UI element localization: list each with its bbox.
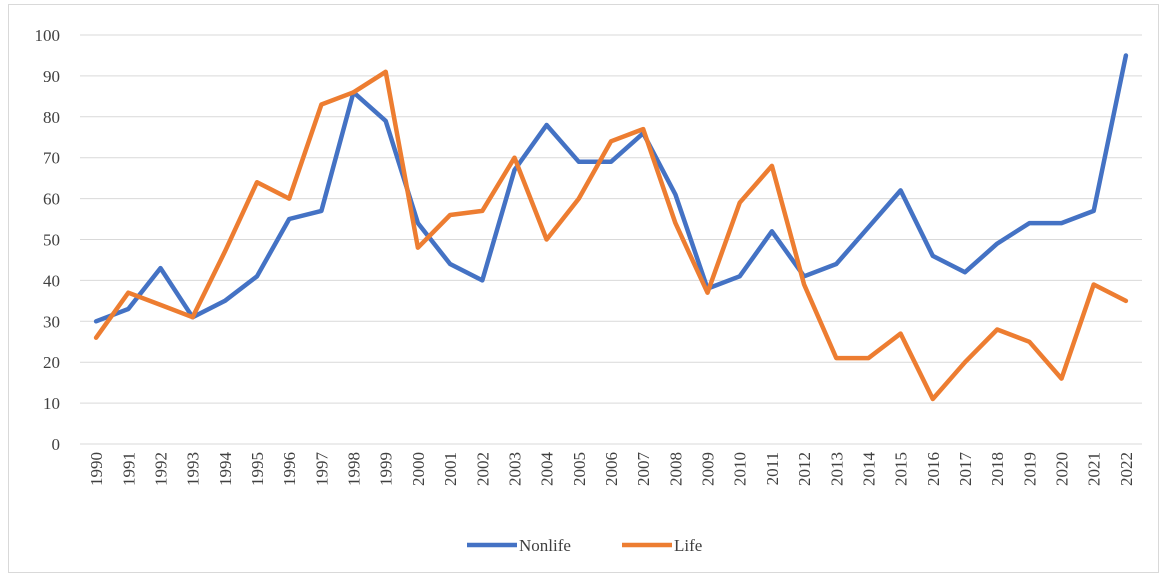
x-tick-label: 1999 [377,452,396,486]
y-tick-label: 20 [43,353,60,372]
x-tick-label: 2006 [602,452,621,486]
x-tick-label: 2015 [892,452,911,486]
y-tick-label: 0 [52,435,61,454]
x-tick-label: 2016 [924,452,943,486]
x-tick-label: 2000 [409,452,428,486]
chart-border [8,4,1159,573]
x-tick-label: 1992 [151,452,170,486]
y-tick-label: 50 [43,231,60,250]
x-tick-label: 1995 [248,452,267,486]
x-tick-label: 2004 [538,452,557,487]
x-tick-label: 2020 [1053,452,1072,486]
x-tick-label: 1998 [345,452,364,486]
x-tick-label: 2022 [1117,452,1136,486]
legend-label: Life [674,536,702,555]
x-tick-label: 1996 [280,452,299,486]
y-tick-label: 70 [43,149,60,168]
x-tick-label: 2005 [570,452,589,486]
y-tick-label: 40 [43,271,60,290]
y-tick-label: 80 [43,108,60,127]
x-tick-label: 2007 [634,452,653,487]
x-tick-label: 2013 [827,452,846,486]
x-tick-label: 2008 [666,452,685,486]
x-tick-label: 1993 [184,452,203,486]
y-tick-label: 30 [43,312,60,331]
legend-label: Nonlife [519,536,571,555]
x-tick-label: 2019 [1020,452,1039,486]
x-tick-label: 2001 [441,452,460,486]
x-tick-label: 2002 [473,452,492,486]
x-tick-label: 1997 [312,452,331,487]
x-tick-label: 2011 [763,452,782,485]
x-tick-label: 2003 [505,452,524,486]
y-tick-label: 10 [43,394,60,413]
y-tick-label: 90 [43,67,60,86]
data-line [93,53,1129,324]
x-tick-label: 2014 [859,452,878,487]
x-tick-label: 2021 [1085,452,1104,486]
x-tick-label: 2012 [795,452,814,486]
y-tick-label: 60 [43,190,60,209]
x-tick-label: 2009 [699,452,718,486]
x-tick-label: 2018 [988,452,1007,486]
x-tick-label: 2017 [956,452,975,487]
x-tick-label: 1994 [216,452,235,487]
data-line [93,69,1129,402]
x-tick-label: 1990 [87,452,106,486]
x-tick-label: 2010 [731,452,750,486]
y-tick-label: 100 [35,26,61,45]
x-tick-label: 1991 [119,452,138,486]
